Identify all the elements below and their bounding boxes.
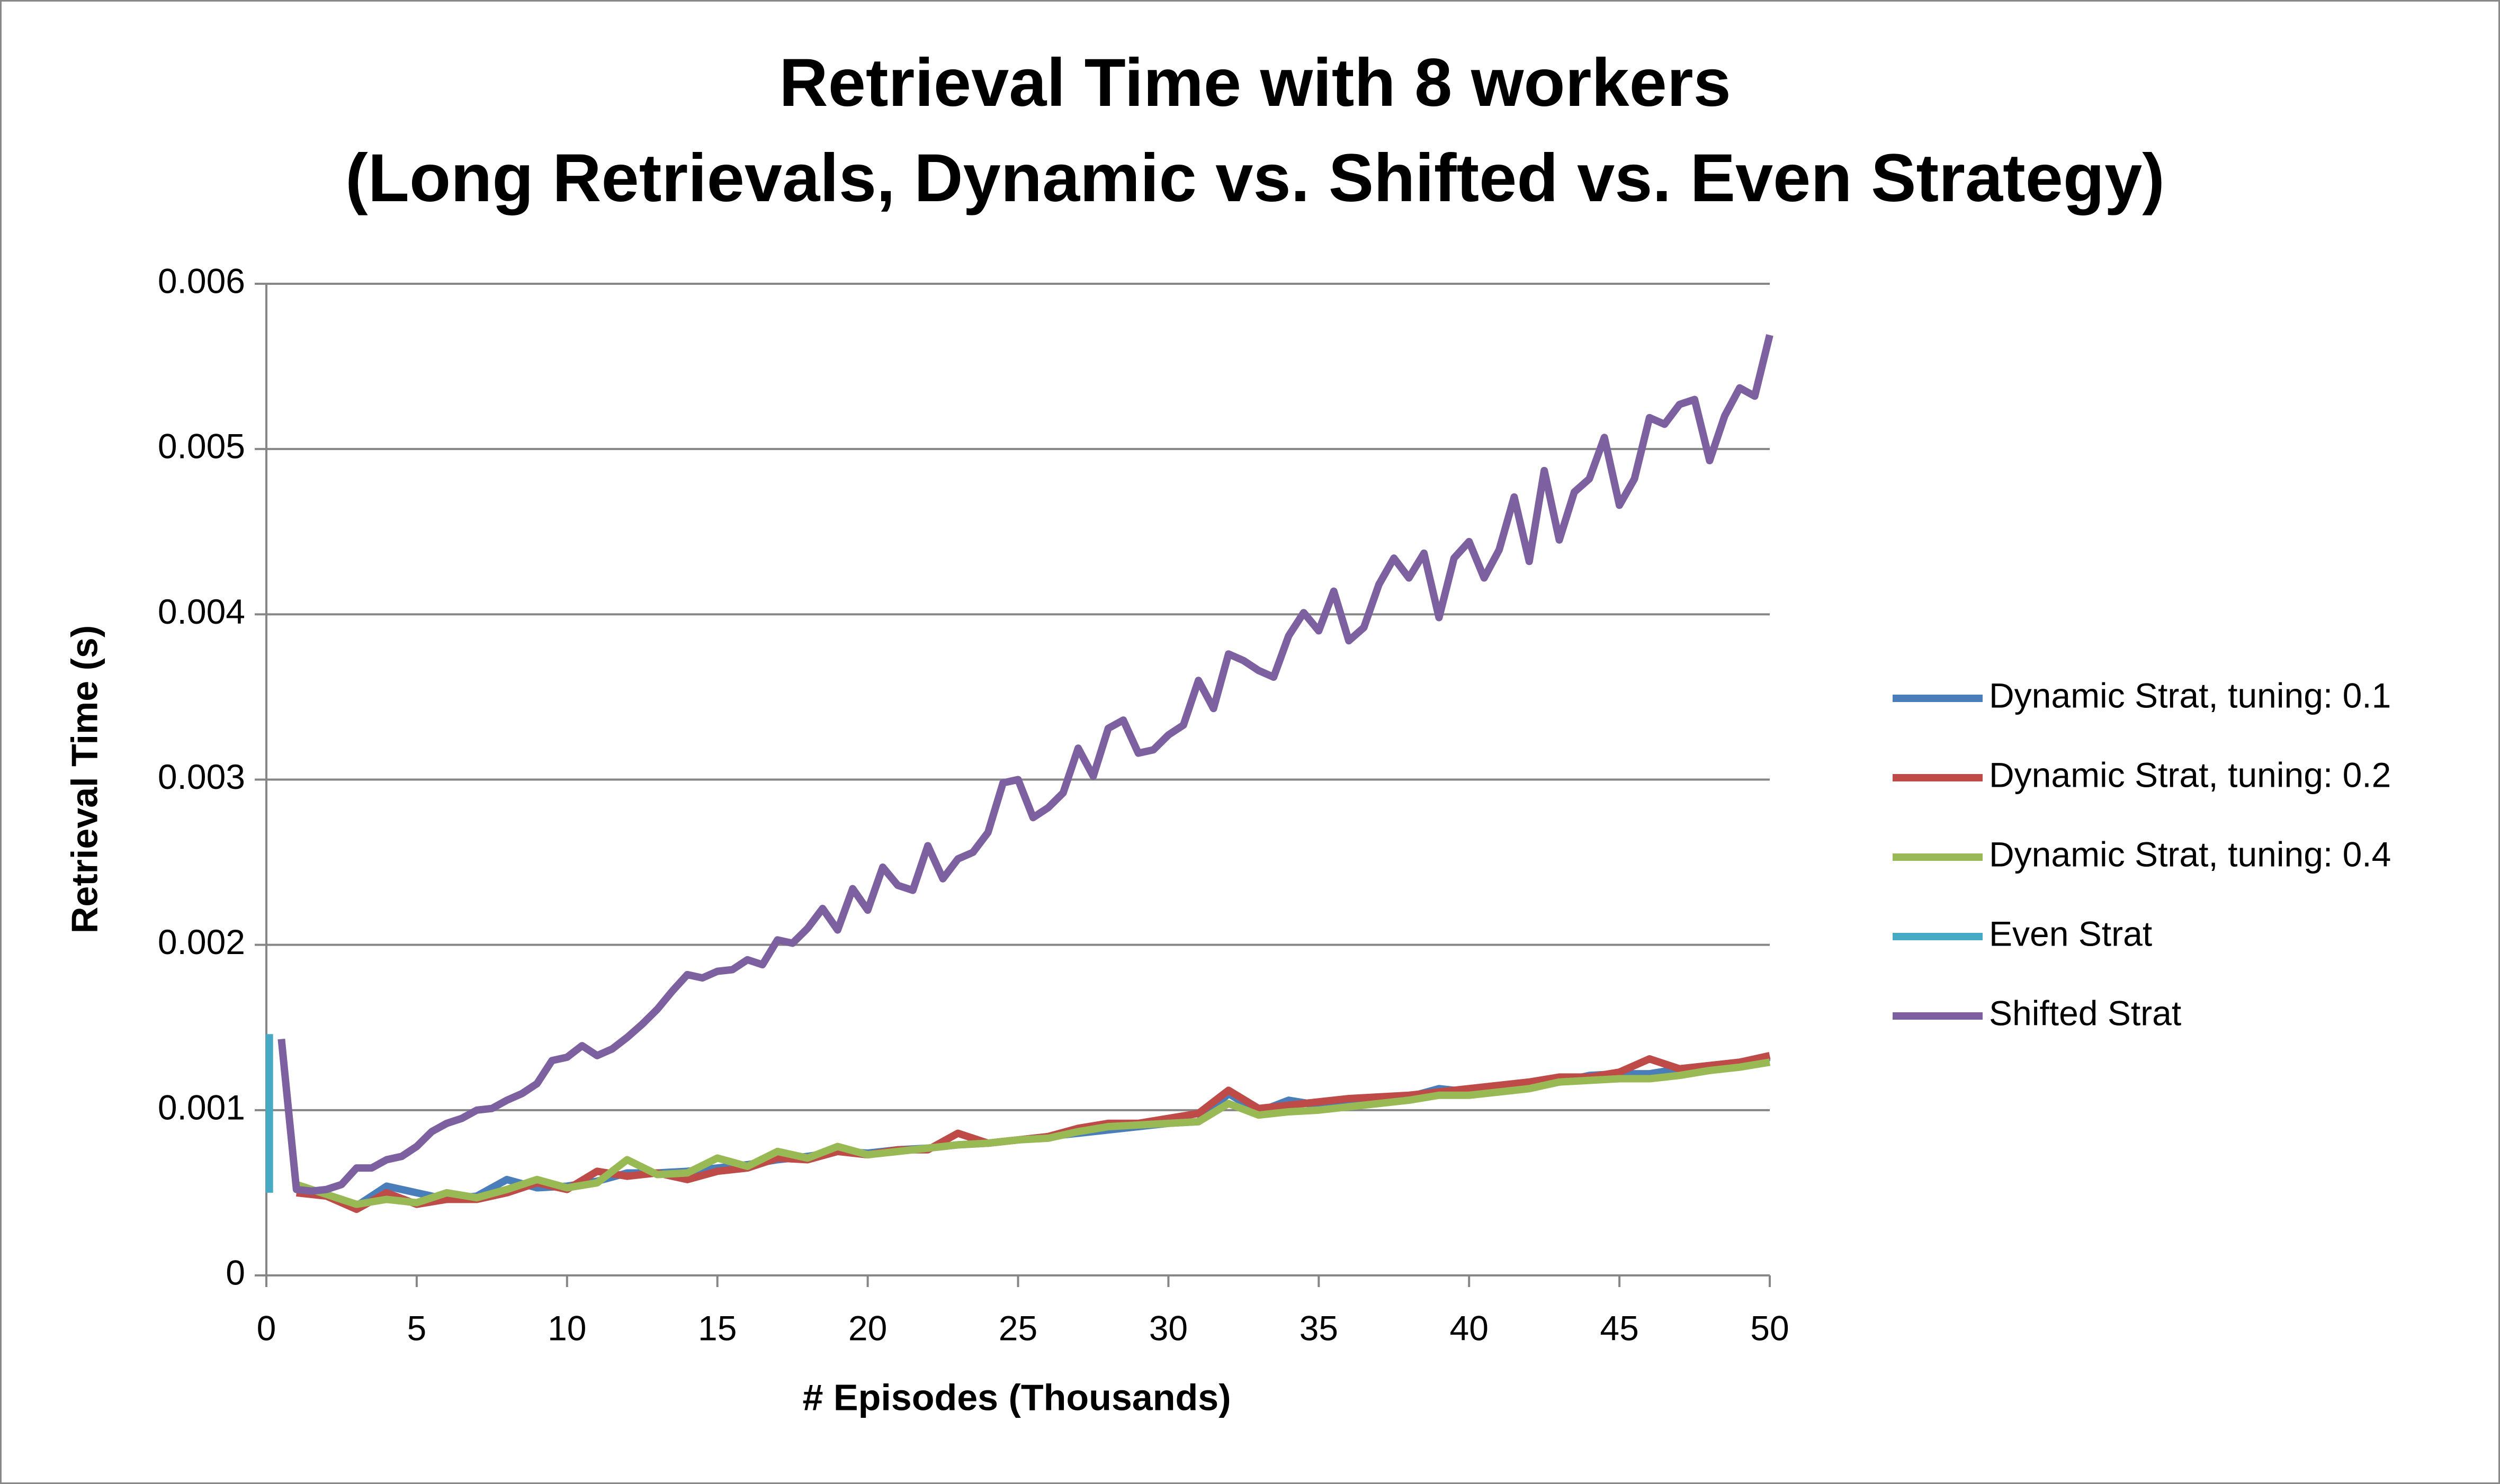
x-tick-label: 35 bbox=[1300, 1308, 1338, 1347]
y-tick-label: 0.006 bbox=[158, 261, 245, 300]
x-axis-title: # Episodes (Thousands) bbox=[803, 1377, 1231, 1418]
x-tick-label: 50 bbox=[1750, 1308, 1789, 1347]
y-tick-label: 0.005 bbox=[158, 427, 245, 466]
legend-label: Dynamic Strat, tuning: 0.4 bbox=[1989, 834, 2391, 874]
y-axis-title: Retrieval Time (s) bbox=[64, 625, 105, 933]
x-tick-label: 45 bbox=[1600, 1308, 1638, 1347]
chart-title: (Long Retrievals, Dynamic vs. Shifted vs… bbox=[345, 140, 2165, 216]
x-tick-label: 30 bbox=[1149, 1308, 1188, 1347]
x-tick-label: 5 bbox=[407, 1308, 427, 1347]
y-tick-label: 0.002 bbox=[158, 922, 245, 961]
series-line bbox=[277, 334, 1773, 1195]
legend-label: Shifted Strat bbox=[1989, 993, 2181, 1032]
y-tick-label: 0.001 bbox=[158, 1087, 245, 1127]
series-line bbox=[295, 1058, 1771, 1208]
legend-label: Dynamic Strat, tuning: 0.2 bbox=[1989, 755, 2391, 794]
y-tick-label: 0 bbox=[226, 1253, 245, 1292]
x-tick-label: 15 bbox=[698, 1308, 737, 1347]
y-tick-label: 0.004 bbox=[158, 592, 245, 631]
x-tick-label: 25 bbox=[999, 1308, 1037, 1347]
x-tick-label: 40 bbox=[1449, 1308, 1488, 1347]
y-tick-label: 0.003 bbox=[158, 757, 245, 796]
x-tick-label: 10 bbox=[548, 1308, 586, 1347]
chart-title: Retrieval Time with 8 workers bbox=[779, 45, 1731, 121]
legend-label: Dynamic Strat, tuning: 0.1 bbox=[1989, 676, 2391, 715]
legend-label: Even Strat bbox=[1989, 914, 2152, 953]
x-tick-label: 20 bbox=[848, 1308, 887, 1347]
x-tick-label: 0 bbox=[257, 1308, 276, 1347]
